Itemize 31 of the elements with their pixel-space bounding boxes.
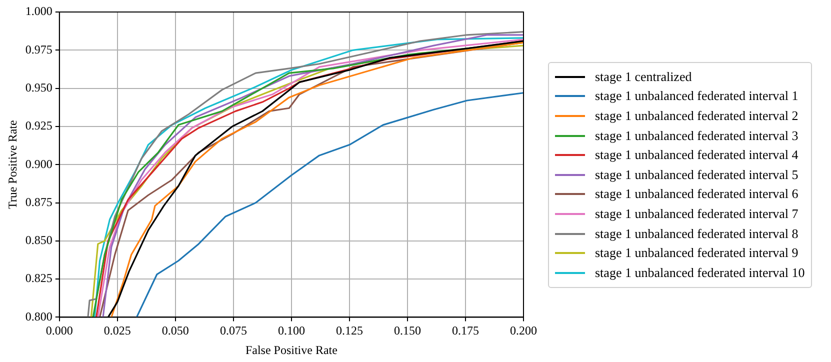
legend-label: stage 1 unbalanced federated interval 2 — [595, 108, 798, 124]
legend-label: stage 1 unbalanced federated interval 5 — [595, 166, 798, 183]
y-tick-label: 0.875 — [25, 194, 52, 209]
x-axis-title: False Positive Rate — [245, 342, 338, 357]
x-tick-label: 0.175 — [452, 324, 479, 338]
legend-label: stage 1 unbalanced federated interval 4 — [595, 147, 798, 164]
legend-label: stage 1 centralized — [595, 68, 692, 85]
legend-label: stage 1 unbalanced federated interval 1 — [595, 88, 798, 104]
legend-label: stage 1 unbalanced federated interval 6 — [595, 186, 798, 202]
legend-label: stage 1 unbalanced federated interval 7 — [595, 206, 798, 222]
x-tick-label: 0.025 — [104, 324, 131, 338]
y-axis-title: True Positive Rate — [5, 120, 20, 210]
x-tick-label: 0.125 — [336, 324, 363, 338]
legend-label: stage 1 unbalanced federated interval 10 — [595, 264, 805, 281]
x-tick-label: 0.000 — [46, 324, 73, 338]
y-tick-label: 0.950 — [25, 80, 52, 94]
x-tick-label: 0.150 — [394, 324, 421, 338]
legend-label: stage 1 unbalanced federated interval 3 — [595, 128, 798, 144]
y-tick-label: 0.800 — [25, 309, 52, 324]
y-tick-label: 0.850 — [25, 233, 52, 248]
y-tick-label: 1.000 — [25, 4, 52, 18]
x-tick-label: 0.050 — [162, 324, 189, 338]
x-tick-label: 0.200 — [510, 324, 537, 338]
y-tick-label: 0.900 — [25, 156, 52, 171]
legend-label: stage 1 unbalanced federated interval 9 — [595, 245, 798, 262]
x-tick-label: 0.075 — [220, 324, 247, 338]
legend-label: stage 1 unbalanced federated interval 8 — [595, 226, 798, 242]
y-tick-label: 0.825 — [25, 271, 52, 286]
y-tick-label: 0.975 — [25, 42, 52, 56]
y-tick-label: 0.925 — [25, 118, 52, 133]
x-tick-label: 0.100 — [278, 324, 305, 338]
